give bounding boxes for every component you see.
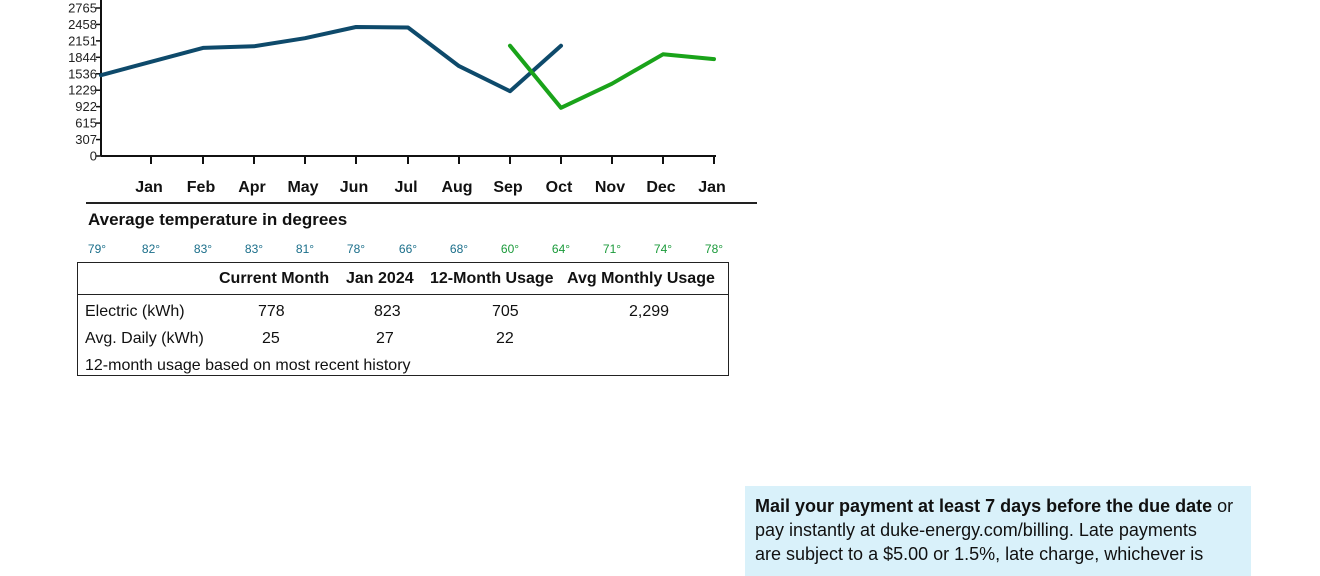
callout-line-2: pay instantly at duke-energy.com/billing… — [755, 520, 1197, 540]
x-tick-label: Jun — [340, 179, 368, 196]
table-cell: 22 — [496, 330, 514, 347]
temperature-value: 79° — [87, 242, 107, 256]
callout-line-3: are subject to a $5.00 or 1.5%, late cha… — [755, 544, 1204, 564]
x-tick-label: Sep — [493, 179, 523, 196]
temperature-value: 78° — [704, 242, 724, 256]
y-tick-label: 0 — [90, 149, 97, 164]
temperature-value: 81° — [295, 242, 315, 256]
usage-note: 12-month usage based on most recent hist… — [85, 357, 411, 374]
temperature-value: 83° — [193, 242, 213, 256]
temperature-title: Average temperature in degrees — [88, 210, 348, 229]
x-tick-label: Dec — [646, 179, 675, 196]
temperature-value: 74° — [653, 242, 673, 256]
x-tick-label: Jul — [394, 179, 417, 196]
usage-table: Current Month Jan 2024 12-Month Usage Av… — [77, 262, 729, 376]
callout-bold-text: Mail your payment at least 7 days before… — [755, 496, 1213, 516]
col-avg-monthly: Avg Monthly Usage — [567, 270, 715, 287]
row-label-electric: Electric (kWh) — [85, 303, 185, 320]
table-cell: 2,299 — [629, 303, 670, 320]
y-tick-label: 922 — [75, 99, 97, 114]
col-12-month: 12-Month Usage — [430, 270, 554, 287]
y-tick-label: 1844 — [68, 50, 97, 65]
series-line-current — [508, 43, 716, 110]
col-prior-year: Jan 2024 — [346, 270, 414, 287]
temperature-value: 60° — [500, 242, 520, 256]
table-cell: 27 — [376, 330, 394, 347]
temperature-value: 71° — [602, 242, 622, 256]
temperature-value: 78° — [346, 242, 366, 256]
x-tick-label: Aug — [441, 179, 472, 196]
temperature-value: 68° — [449, 242, 469, 256]
temperature-row: 79° 82° 83° 83° 81° 78° 66° 68° 60° 64° 71° 74° 78° — [0, 242, 760, 258]
callout-text: or — [1212, 496, 1234, 516]
divider-line — [86, 202, 757, 204]
table-cell: 823 — [374, 303, 401, 320]
temperature-value: 64° — [551, 242, 571, 256]
y-tick-label: 1229 — [68, 83, 97, 98]
col-current-month: Current Month — [219, 270, 330, 287]
callout-line-1: Mail your payment at least 7 days before… — [755, 494, 1241, 518]
table-cell: 25 — [262, 330, 280, 347]
temperature-value: 82° — [141, 242, 161, 256]
x-tick-label: Nov — [595, 179, 625, 196]
x-tick-label: Feb — [187, 179, 216, 196]
y-tick-label: 307 — [75, 132, 97, 147]
y-tick-label: 2151 — [68, 33, 97, 48]
x-tick-label: May — [287, 179, 318, 196]
y-tick-label: 1536 — [68, 66, 97, 81]
y-tick-label: 2765 — [68, 1, 97, 16]
usage-table-header: Current Month Jan 2024 12-Month Usage Av… — [78, 263, 728, 295]
temperature-value: 66° — [398, 242, 418, 256]
series-line-previous — [99, 25, 563, 94]
table-cell: 778 — [258, 303, 285, 320]
y-tick-label: 615 — [75, 116, 97, 131]
x-axis: Jan Feb Apr May Jun Jul Aug Sep Oct Nov Dec Jan — [101, 155, 726, 196]
temperature-value: 83° — [244, 242, 264, 256]
x-tick-label: Jan — [698, 179, 726, 196]
y-tick-label: 2458 — [68, 17, 97, 32]
usage-series — [99, 25, 716, 110]
x-tick-label: Apr — [238, 179, 266, 196]
row-label-avg-daily: Avg. Daily (kWh) — [85, 330, 204, 347]
x-tick-label: Jan — [135, 179, 163, 196]
x-tick-label: Oct — [546, 179, 573, 196]
payment-callout: Mail your payment at least 7 days before… — [745, 486, 1251, 576]
table-cell: 705 — [492, 303, 519, 320]
